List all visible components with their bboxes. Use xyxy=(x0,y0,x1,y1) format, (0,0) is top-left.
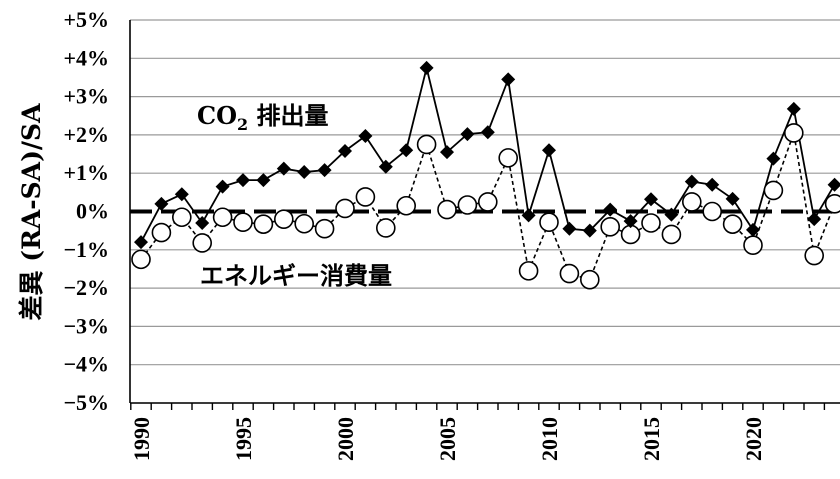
energy-data-point xyxy=(620,224,641,245)
x-tick-label: 1995 xyxy=(231,417,256,461)
energy-data-point xyxy=(253,214,274,234)
energy-data-point xyxy=(151,222,172,243)
energy-data-point xyxy=(763,180,784,201)
co2-data-point xyxy=(358,129,373,144)
y-tick-label: +4% xyxy=(63,45,109,70)
energy-data-point xyxy=(294,213,315,234)
co2-data-point xyxy=(256,173,271,188)
co2-data-point xyxy=(317,163,332,178)
co2-data-point xyxy=(623,214,638,229)
energy-data-point xyxy=(172,207,192,228)
x-tick-label: 2000 xyxy=(333,417,358,461)
co2-data-point xyxy=(338,143,352,158)
energy-data-point xyxy=(314,218,335,239)
co2-label-subscript: 2 xyxy=(237,115,248,134)
energy-data-point xyxy=(641,213,661,233)
y-tick-label: +3% xyxy=(63,84,109,109)
co2-data-point xyxy=(399,143,414,158)
co2-data-point xyxy=(440,145,454,160)
co2-data-point xyxy=(786,101,801,116)
energy-data-point xyxy=(743,235,763,256)
energy-data-point xyxy=(233,212,253,233)
energy-data-point xyxy=(804,245,825,266)
energy-data-point xyxy=(539,212,559,233)
co2-data-point xyxy=(705,177,720,192)
y-tick-label: −2% xyxy=(63,275,109,300)
energy-data-point xyxy=(498,148,519,168)
co2-data-point xyxy=(419,60,434,75)
co2-data-point xyxy=(603,202,618,217)
co2-data-point xyxy=(174,187,189,202)
co2-data-point xyxy=(297,165,312,180)
y-tick-label: −1% xyxy=(63,237,109,262)
co2-data-point xyxy=(460,127,475,142)
axes: +5% +4% +3% +2% +1% 0% −1% −2% −3% −4% −5% 1990 1995… xyxy=(63,7,840,461)
energy-data-point xyxy=(273,209,294,229)
co2-data-point xyxy=(521,208,536,223)
y-tick-label: +1% xyxy=(63,160,109,185)
energy-data-point xyxy=(437,199,457,220)
energy-data-point xyxy=(702,201,723,222)
energy-data-point xyxy=(355,187,376,207)
co2-data-point xyxy=(134,235,148,250)
co2-data-point xyxy=(766,151,781,166)
energy-data-point xyxy=(559,263,580,284)
energy-data-point xyxy=(416,134,437,155)
series-group xyxy=(131,60,840,290)
x-tick-label: 2015 xyxy=(639,417,664,461)
y-tick-label: +5% xyxy=(63,7,109,32)
co2-data-point xyxy=(807,212,822,227)
co2-data-point xyxy=(501,72,516,87)
energy-data-point xyxy=(824,194,840,214)
energy-data-point xyxy=(477,192,498,212)
energy-data-point xyxy=(681,192,702,212)
energy-series-label: エネルギー消費量 xyxy=(200,261,392,290)
energy-data-point xyxy=(600,217,621,237)
energy-data-point xyxy=(335,198,355,219)
energy-data-point xyxy=(783,123,804,143)
x-tick-label: 1990 xyxy=(129,417,154,461)
co2-data-point xyxy=(725,191,740,206)
energy-data-point xyxy=(579,269,600,290)
co2-label-main: CO xyxy=(197,101,237,130)
y-tick-label: −4% xyxy=(63,352,109,377)
co2-data-point xyxy=(236,173,250,188)
co2-data-point xyxy=(378,159,393,174)
co2-data-point xyxy=(582,223,597,238)
y-tick-label: 0% xyxy=(76,199,109,224)
co2-series-label: CO2 排出量 xyxy=(197,101,329,134)
y-tick-label: −3% xyxy=(63,313,109,338)
y-tick-label: +2% xyxy=(63,122,109,147)
energy-data-point xyxy=(722,214,743,234)
energy-data-point xyxy=(375,218,396,238)
co2-data-point xyxy=(644,192,658,207)
co2-data-point xyxy=(154,196,169,211)
co2-data-point xyxy=(746,222,760,237)
co2-data-point xyxy=(276,161,291,176)
y-tick-label: −5% xyxy=(63,390,109,415)
labels: 差異 (RA-SA)/SA CO2 排出量 エネルギー消費量 xyxy=(17,101,392,320)
co2-data-point xyxy=(684,174,699,189)
co2-data-point xyxy=(542,143,556,158)
x-tick-label: 2005 xyxy=(435,417,460,461)
energy-data-point xyxy=(192,233,212,253)
energy-data-point xyxy=(131,249,151,270)
co2-data-point xyxy=(480,125,495,140)
energy-data-point xyxy=(396,195,417,216)
co2-data-point xyxy=(195,215,210,230)
x-tick-label: 2010 xyxy=(537,417,562,461)
energy-data-point xyxy=(457,195,478,215)
co2-data-point xyxy=(562,221,577,236)
co2-label-suffix: 排出量 xyxy=(248,101,328,130)
energy-data-point xyxy=(518,261,539,281)
co2-data-point xyxy=(215,179,230,194)
x-tick-label: 2020 xyxy=(741,417,766,461)
co2-data-point xyxy=(664,207,679,222)
energy-data-point xyxy=(212,207,233,228)
energy-data-point xyxy=(661,224,682,245)
y-axis-label: 差異 (RA-SA)/SA xyxy=(17,103,46,321)
co2-data-point xyxy=(827,177,840,192)
